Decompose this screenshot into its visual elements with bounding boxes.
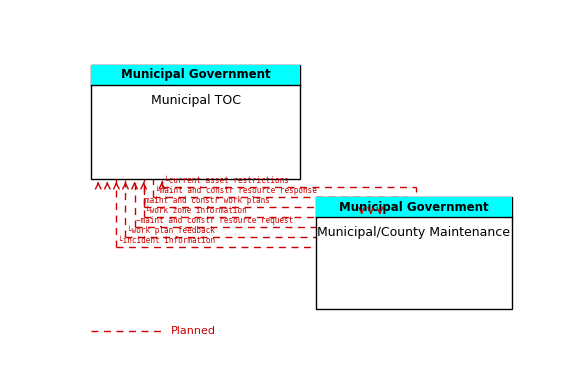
- Text: Municipal Government: Municipal Government: [121, 68, 271, 81]
- Text: └current asset restrictions: └current asset restrictions: [163, 176, 288, 185]
- Text: └incident information: └incident information: [118, 236, 215, 245]
- Text: └maint and constr resource response: └maint and constr resource response: [155, 186, 316, 195]
- Text: └work zone information: └work zone information: [145, 206, 247, 215]
- Bar: [316, 197, 512, 217]
- Text: maint and constr work plans: maint and constr work plans: [145, 196, 270, 205]
- Text: Municipal TOC: Municipal TOC: [151, 93, 241, 107]
- Text: Planned: Planned: [171, 326, 216, 336]
- Text: −maint and constr resource request: −maint and constr resource request: [137, 216, 294, 225]
- Bar: [91, 65, 300, 179]
- Text: Municipal Government: Municipal Government: [339, 201, 489, 214]
- Bar: [316, 197, 512, 309]
- Bar: [91, 65, 300, 84]
- Text: └work plan feedback: └work plan feedback: [127, 225, 215, 235]
- Text: Municipal/County Maintenance: Municipal/County Maintenance: [318, 226, 510, 239]
